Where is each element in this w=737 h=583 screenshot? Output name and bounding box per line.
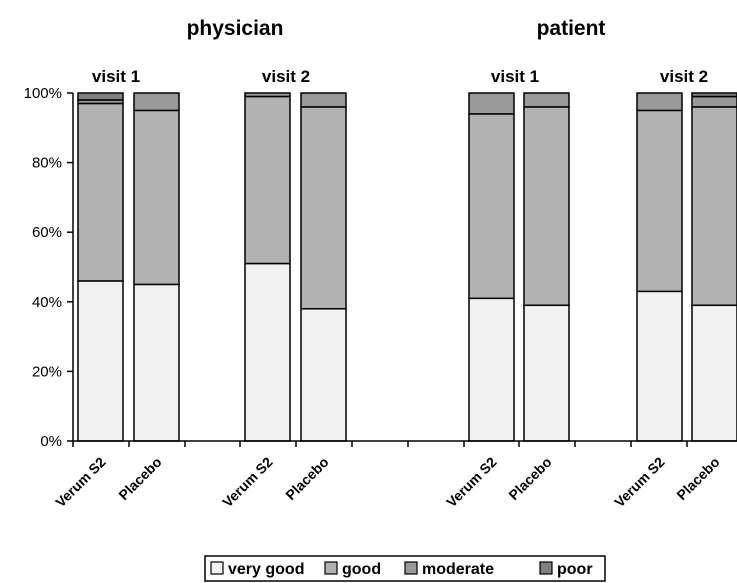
visit-label-physician-1: visit 1 <box>92 67 140 86</box>
bar-segment-good-5 <box>523 106 570 307</box>
bar-segment-very-good-4 <box>468 297 515 442</box>
bar-segment-moderate-2 <box>244 92 291 98</box>
legend-label-good: good <box>342 561 381 578</box>
bar-segment-moderate-4 <box>468 92 515 115</box>
legend-label-poor: poor <box>557 561 593 578</box>
bar-segment-good-2 <box>244 95 291 265</box>
y-tick-label-4: 80% <box>32 155 62 172</box>
bar-segment-good-7 <box>691 106 737 307</box>
y-tick-label-1: 20% <box>32 363 62 380</box>
bar-segment-moderate-7 <box>691 95 737 108</box>
y-tick-label-5: 100% <box>24 85 62 102</box>
bar-segment-moderate-1 <box>133 92 180 112</box>
group-title-patient: patient <box>537 17 606 40</box>
legend: very good good moderate poor <box>204 555 606 582</box>
legend-label-moderate: moderate <box>422 561 494 578</box>
bar-segment-very-good-2 <box>244 262 291 442</box>
x-category-label-7: Placebo <box>673 454 722 503</box>
x-category-label-2: Verum S2 <box>219 454 276 511</box>
x-category-label-3: Placebo <box>282 454 331 503</box>
visit-label-physician-2: visit 2 <box>262 67 310 86</box>
bar-segment-very-good-3 <box>300 308 347 442</box>
legend-swatch-good <box>324 561 338 575</box>
visit-label-patient-1: visit 1 <box>491 67 539 86</box>
x-category-label-0: Verum S2 <box>52 454 109 511</box>
legend-swatch-poor <box>539 561 553 575</box>
bar-segment-very-good-0 <box>77 280 124 442</box>
legend-swatch-moderate <box>404 561 418 575</box>
bar-segment-very-good-1 <box>133 283 180 442</box>
visit-label-patient-2: visit 2 <box>660 67 708 86</box>
bar-segment-very-good-5 <box>523 304 570 442</box>
bar-segment-very-good-7 <box>691 304 737 442</box>
bar-segment-good-4 <box>468 113 515 300</box>
bars-layer <box>77 92 737 442</box>
bar-segment-moderate-5 <box>523 92 570 108</box>
bar-segment-moderate-3 <box>300 92 347 108</box>
bar-segment-moderate-6 <box>636 92 683 112</box>
bar-segment-good-6 <box>636 109 683 293</box>
legend-label-very-good: very good <box>228 561 304 578</box>
bar-segment-poor-7 <box>691 92 737 98</box>
x-category-label-1: Placebo <box>115 454 164 503</box>
x-category-label-4: Verum S2 <box>443 454 500 511</box>
bar-segment-poor-0 <box>77 92 124 101</box>
y-tick-label-3: 60% <box>32 224 62 241</box>
x-axis-category-labels: Verum S2 Placebo Verum S2 Placebo Verum S2 Pl… <box>52 441 723 511</box>
y-tick-label-0: 0% <box>40 433 62 450</box>
y-tick-label-2: 40% <box>32 294 62 311</box>
group-title-physician: physician <box>187 17 284 40</box>
y-axis-ticks: 0% 20% 40% 60% 80% 100% <box>24 85 73 450</box>
bar-segment-good-1 <box>133 109 180 286</box>
legend-swatch-very-good <box>210 561 224 575</box>
bar-segment-good-0 <box>77 102 124 282</box>
bar-segment-very-good-6 <box>636 290 683 442</box>
bar-segment-good-3 <box>300 106 347 310</box>
x-category-label-6: Verum S2 <box>611 454 668 511</box>
x-category-label-5: Placebo <box>505 454 554 503</box>
